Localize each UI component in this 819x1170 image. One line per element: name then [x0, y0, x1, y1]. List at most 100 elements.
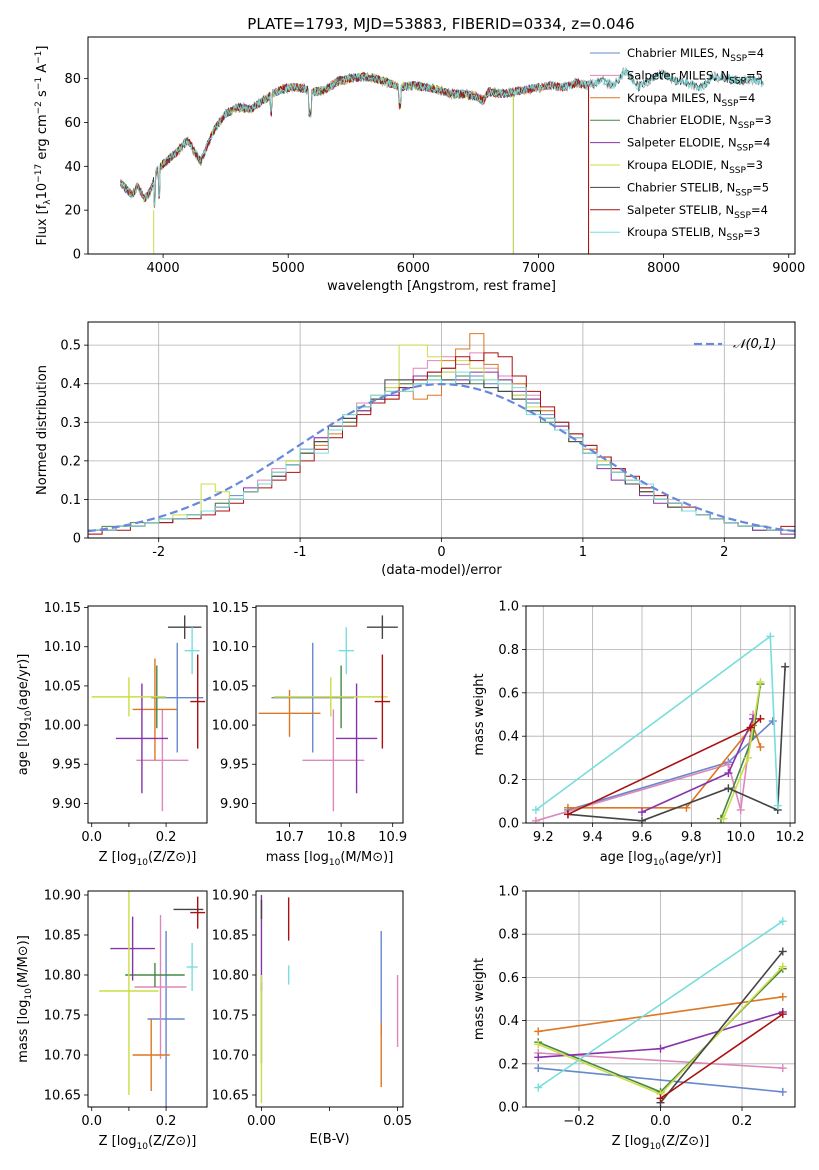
series-line-7 — [660, 1013, 784, 1100]
y-tick-label: 0.6 — [498, 971, 519, 986]
legend-label-normal: 𝒩(0,1) — [733, 337, 776, 352]
x-axis-label: wavelength [Angstrom, rest frame] — [327, 279, 556, 294]
plot-area — [260, 895, 399, 1103]
y-tick-label: 9.90 — [52, 797, 81, 812]
x-tick-label: 0.0 — [650, 1114, 671, 1129]
axes-3: 10.7 10.8 10.9 9.90 9.95 10.00 10.05 10.10 10.15… — [212, 601, 407, 868]
errorbar-0 — [271, 642, 354, 753]
series-line-6 — [659, 950, 784, 1104]
x-tick-label: 0.0 — [81, 830, 102, 845]
errorbar-8 — [184, 627, 200, 675]
x-tick-label: -1 — [294, 545, 307, 560]
y-tick-label: 9.95 — [52, 758, 81, 773]
errorbar-1 — [134, 915, 187, 1059]
y-tick-label: 0.0 — [498, 817, 519, 832]
series-marker-5 — [744, 753, 753, 762]
y-tick-label: 0.5 — [60, 339, 81, 354]
y-tick-label: 40 — [64, 160, 81, 175]
x-tick-label: 9.6 — [632, 830, 653, 845]
series-marker-8 — [766, 632, 775, 641]
plot-area — [258, 615, 398, 812]
y-tick-label: 9.95 — [220, 758, 249, 773]
y-tick-label: 1.0 — [498, 885, 519, 900]
axes-0: 4000 5000 6000 7000 8000 9000 0 20 40 60 80 wavelen… — [34, 36, 805, 294]
y-tick-label: 10.00 — [44, 719, 81, 734]
y-tick-label: 10.00 — [212, 719, 249, 734]
errorbar-4 — [335, 683, 378, 794]
x-tick-label: 0.2 — [156, 1114, 177, 1129]
errorbar-6 — [366, 615, 398, 639]
y-tick-label: 10.10 — [212, 640, 249, 655]
y-tick-label: 10.05 — [212, 679, 249, 694]
axes-4: 9.2 9.4 9.6 9.8 10.0 10.2 0.0 0.2 0.4 0.6 0.8 1.0 ag… — [472, 600, 805, 869]
series-marker-1 — [778, 1064, 787, 1073]
legend-label-5: Kroupa ELODIE, NSSP=3 — [627, 158, 763, 176]
y-tick-label: 0.3 — [60, 416, 81, 431]
x-tick-label: 8000 — [647, 261, 680, 276]
series-marker-6 — [724, 784, 733, 793]
x-tick-label: 0.2 — [732, 1114, 753, 1129]
series-marker-7 — [746, 723, 755, 732]
y-axis-label: mass weight — [472, 958, 487, 1040]
series-marker-8 — [778, 917, 787, 926]
x-tick-label: 9.2 — [533, 830, 554, 845]
series-marker-1 — [724, 760, 733, 769]
x-axis-label: mass [log10(M/M⊙)] — [266, 850, 394, 868]
errorbar-5 — [91, 677, 167, 717]
x-tick-label: 4000 — [147, 261, 180, 276]
plot-area — [88, 333, 795, 538]
series-marker-8 — [773, 801, 782, 810]
axes-5: 0.0 0.2 10.65 10.70 10.75 10.80 10.85 10.90 Z [l… — [16, 889, 208, 1152]
plot-area — [534, 917, 787, 1107]
y-tick-label: 0.2 — [498, 773, 519, 788]
y-tick-label: 10.75 — [212, 1009, 249, 1024]
axes-frame — [87, 890, 208, 1108]
spectrum-model-8 — [120, 66, 764, 206]
y-tick-label: 10.80 — [212, 969, 249, 984]
legend-label-2: Kroupa MILES, NSSP=4 — [627, 91, 755, 109]
series-marker-6 — [637, 816, 646, 823]
x-tick-label: 10.9 — [378, 830, 407, 845]
x-tick-label: 0.00 — [247, 1114, 276, 1129]
axes-frame — [87, 605, 208, 824]
series-marker-7 — [563, 810, 572, 819]
legend: Chabrier MILES, NSSP=4 Salpeter MILES, NS… — [590, 46, 772, 243]
series-line-1 — [538, 1052, 783, 1069]
y-tick-label: 10.15 — [212, 601, 249, 616]
axes-2: 0.0 0.2 9.90 9.95 10.00 10.05 10.10 10.15 Z [log… — [16, 601, 208, 868]
series-marker-4 — [637, 808, 646, 817]
series-marker-4 — [534, 1053, 543, 1062]
errorbar-0 — [147, 931, 185, 1107]
y-tick-label: 0 — [73, 532, 81, 547]
axes-6: 0.00 0.05 10.65 10.70 10.75 10.80 10.85 10.90 E(… — [212, 889, 412, 1148]
x-tick-label: 9000 — [772, 261, 805, 276]
legend-label-3: Chabrier ELODIE, NSSP=3 — [627, 113, 772, 131]
x-tick-label: 0 — [437, 545, 445, 560]
errorbar-7 — [374, 654, 391, 749]
x-tick-label: 0.2 — [156, 830, 177, 845]
legend-label-6: Chabrier STELIB, NSSP=5 — [627, 180, 769, 198]
x-tick-label: 2 — [720, 545, 728, 560]
errorbar-3 — [125, 963, 185, 987]
y-tick-label: 0.2 — [60, 454, 81, 469]
x-axis-label: Z [log10(Z/Z⊙)] — [99, 850, 197, 868]
axes-frame — [525, 890, 796, 1108]
errorbar-4 — [115, 683, 168, 794]
y-tick-label: 10.80 — [44, 969, 81, 984]
y-axis-label: Normed distribution — [35, 365, 50, 495]
y-tick-label: 0.4 — [498, 1014, 519, 1029]
legend-label-4: Salpeter ELODIE, NSSP=4 — [627, 136, 770, 154]
y-tick-label: 0 — [73, 248, 81, 263]
series-marker-7 — [778, 1010, 787, 1019]
y-axis-label: mass weight — [472, 673, 487, 755]
series-marker-0 — [768, 717, 777, 726]
x-tick-label: 10.0 — [726, 830, 755, 845]
y-tick-label: 0.4 — [60, 377, 81, 392]
y-tick-label: 20 — [64, 204, 81, 219]
plot-area — [91, 615, 206, 812]
series-marker-1 — [531, 816, 540, 823]
y-tick-label: 1.0 — [498, 600, 519, 615]
x-tick-label: 10.7 — [275, 830, 304, 845]
